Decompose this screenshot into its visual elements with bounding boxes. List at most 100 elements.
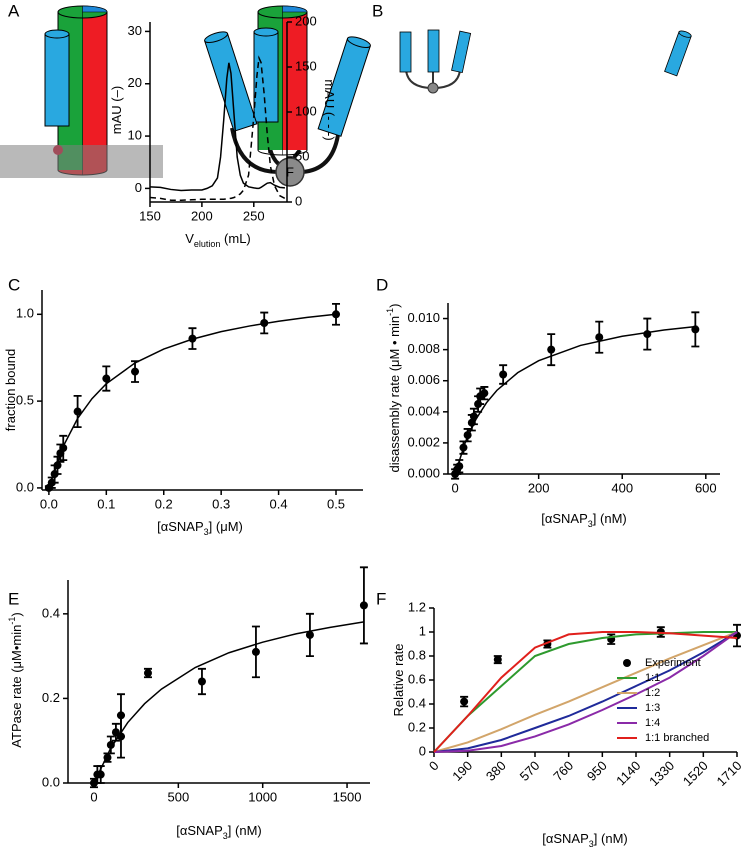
data-point xyxy=(116,711,125,720)
x-tick-label: 1500 xyxy=(333,789,362,804)
y2-tick-label: 50 xyxy=(295,148,309,163)
y-tick-label: 0.6 xyxy=(408,671,426,686)
data-point xyxy=(499,370,508,379)
data-line xyxy=(433,631,738,753)
x-tick-label: 570 xyxy=(517,758,543,784)
x-tick-label: 1140 xyxy=(613,758,643,788)
x-axis-label: [αSNAP3] (μM) xyxy=(157,519,243,537)
data-line xyxy=(433,631,737,753)
x-tick-label: 0 xyxy=(451,480,458,495)
y-tick-label: 0 xyxy=(419,743,426,758)
data-point xyxy=(595,333,604,342)
x-axis-label: [αSNAP3] (nM) xyxy=(541,511,627,529)
panel-label: F xyxy=(376,589,386,608)
y-tick-label: 0.0 xyxy=(16,479,34,494)
label-part: 3 xyxy=(589,839,594,849)
x-tick-label: 0 xyxy=(426,758,442,774)
label-part: [αSNAP xyxy=(176,823,223,838)
panel-label: C xyxy=(8,275,20,294)
x-tick-label: 760 xyxy=(550,758,576,784)
data-line xyxy=(149,62,285,192)
node-label: F xyxy=(286,164,294,179)
y-tick-label: 0.5 xyxy=(16,393,34,408)
x-tick-label: 150 xyxy=(139,208,161,223)
y2-tick-label: 100 xyxy=(295,103,317,118)
data-line xyxy=(433,631,738,753)
label-part: ) xyxy=(9,612,24,616)
y-tick-label: 0.2 xyxy=(42,690,60,705)
legend-label: 1:4 xyxy=(645,717,660,729)
data-point xyxy=(359,601,368,610)
legend-label: 1:1 xyxy=(645,672,660,684)
label-part: 3 xyxy=(223,831,228,841)
x-tick-label: 400 xyxy=(611,480,633,495)
x-tick-label: 0.1 xyxy=(97,496,115,511)
label-part: fraction bound xyxy=(3,349,18,431)
label-part: [αSNAP xyxy=(542,831,589,846)
label-part: ] (nM) xyxy=(593,511,627,526)
label-part: mAU (- - -) xyxy=(322,79,337,140)
y-tick-label: 0.2 xyxy=(408,719,426,734)
data-line xyxy=(48,313,337,489)
data-point xyxy=(73,407,82,416)
y-tick-label: 0.006 xyxy=(407,372,440,387)
x-tick-label: 1330 xyxy=(646,758,677,789)
y-axis-label: disassembly rate (μM • min-1) xyxy=(385,304,402,473)
label-part: mAU (–) xyxy=(109,86,124,134)
y2-tick-label: 150 xyxy=(295,58,317,73)
panel-label: D xyxy=(376,275,388,294)
diagram-left xyxy=(0,5,163,178)
x-tick-label: 0.5 xyxy=(327,496,345,511)
label-part: (mL) xyxy=(220,231,250,246)
y-tick-label: 0.0 xyxy=(42,774,60,789)
x-tick-label: 0 xyxy=(90,789,97,804)
x-axis-label: [αSNAP3] (nM) xyxy=(542,831,628,849)
label-part: ] (nM) xyxy=(594,831,628,846)
data-point xyxy=(643,330,652,339)
y-axis-label: Relative rate xyxy=(391,644,406,717)
x-tick-label: 600 xyxy=(695,480,717,495)
y-axis-label: ATPase rate (μM•min-1) xyxy=(7,612,24,747)
y-tick-label: 0.002 xyxy=(407,434,440,449)
y-tick-label: 30 xyxy=(128,23,142,38)
label-part: [αSNAP xyxy=(541,511,588,526)
data-point xyxy=(131,367,140,376)
label-part: V xyxy=(185,231,194,246)
y-axis-label: mAU (–) xyxy=(109,86,124,134)
y-tick-label: 1.0 xyxy=(16,306,34,321)
x-tick-label: 0.4 xyxy=(270,496,288,511)
data-point xyxy=(460,697,469,706)
data-point xyxy=(102,374,111,383)
panel-label: B xyxy=(372,1,383,20)
y2-axis-label: mAU (- - -) xyxy=(322,79,337,140)
y-axis-label: fraction bound xyxy=(3,349,18,431)
label-part: elution xyxy=(194,239,221,249)
y-tick-label: 0.000 xyxy=(407,465,440,480)
data-point xyxy=(305,630,314,639)
y-tick-label: 0.004 xyxy=(407,403,440,418)
label-part: ] (nM) xyxy=(228,823,262,838)
y-tick-label: 0.008 xyxy=(407,341,440,356)
x-tick-label: 0.3 xyxy=(212,496,230,511)
x-tick-label: 0.0 xyxy=(40,496,58,511)
x-tick-label: 380 xyxy=(483,758,509,784)
x-tick-label: 0.2 xyxy=(155,496,173,511)
data-line xyxy=(454,325,698,475)
x-tick-label: 500 xyxy=(167,789,189,804)
x-tick-label: 190 xyxy=(449,758,475,784)
x-tick-label: 1710 xyxy=(713,758,744,789)
label-part: ) xyxy=(387,304,402,308)
data-point xyxy=(143,669,152,678)
label-part: disassembly rate (μM • min xyxy=(387,316,402,473)
y2-tick-label: 200 xyxy=(295,13,317,28)
y-tick-label: 1 xyxy=(419,623,426,638)
x-tick-label: 950 xyxy=(584,758,610,784)
label-part: 3 xyxy=(204,527,209,537)
data-point xyxy=(480,389,489,398)
label-part: 3 xyxy=(588,519,593,529)
y-tick-label: 0.4 xyxy=(42,605,60,620)
x-tick-label: 250 xyxy=(243,208,265,223)
data-line xyxy=(149,55,286,201)
panel-label: A xyxy=(8,1,20,20)
